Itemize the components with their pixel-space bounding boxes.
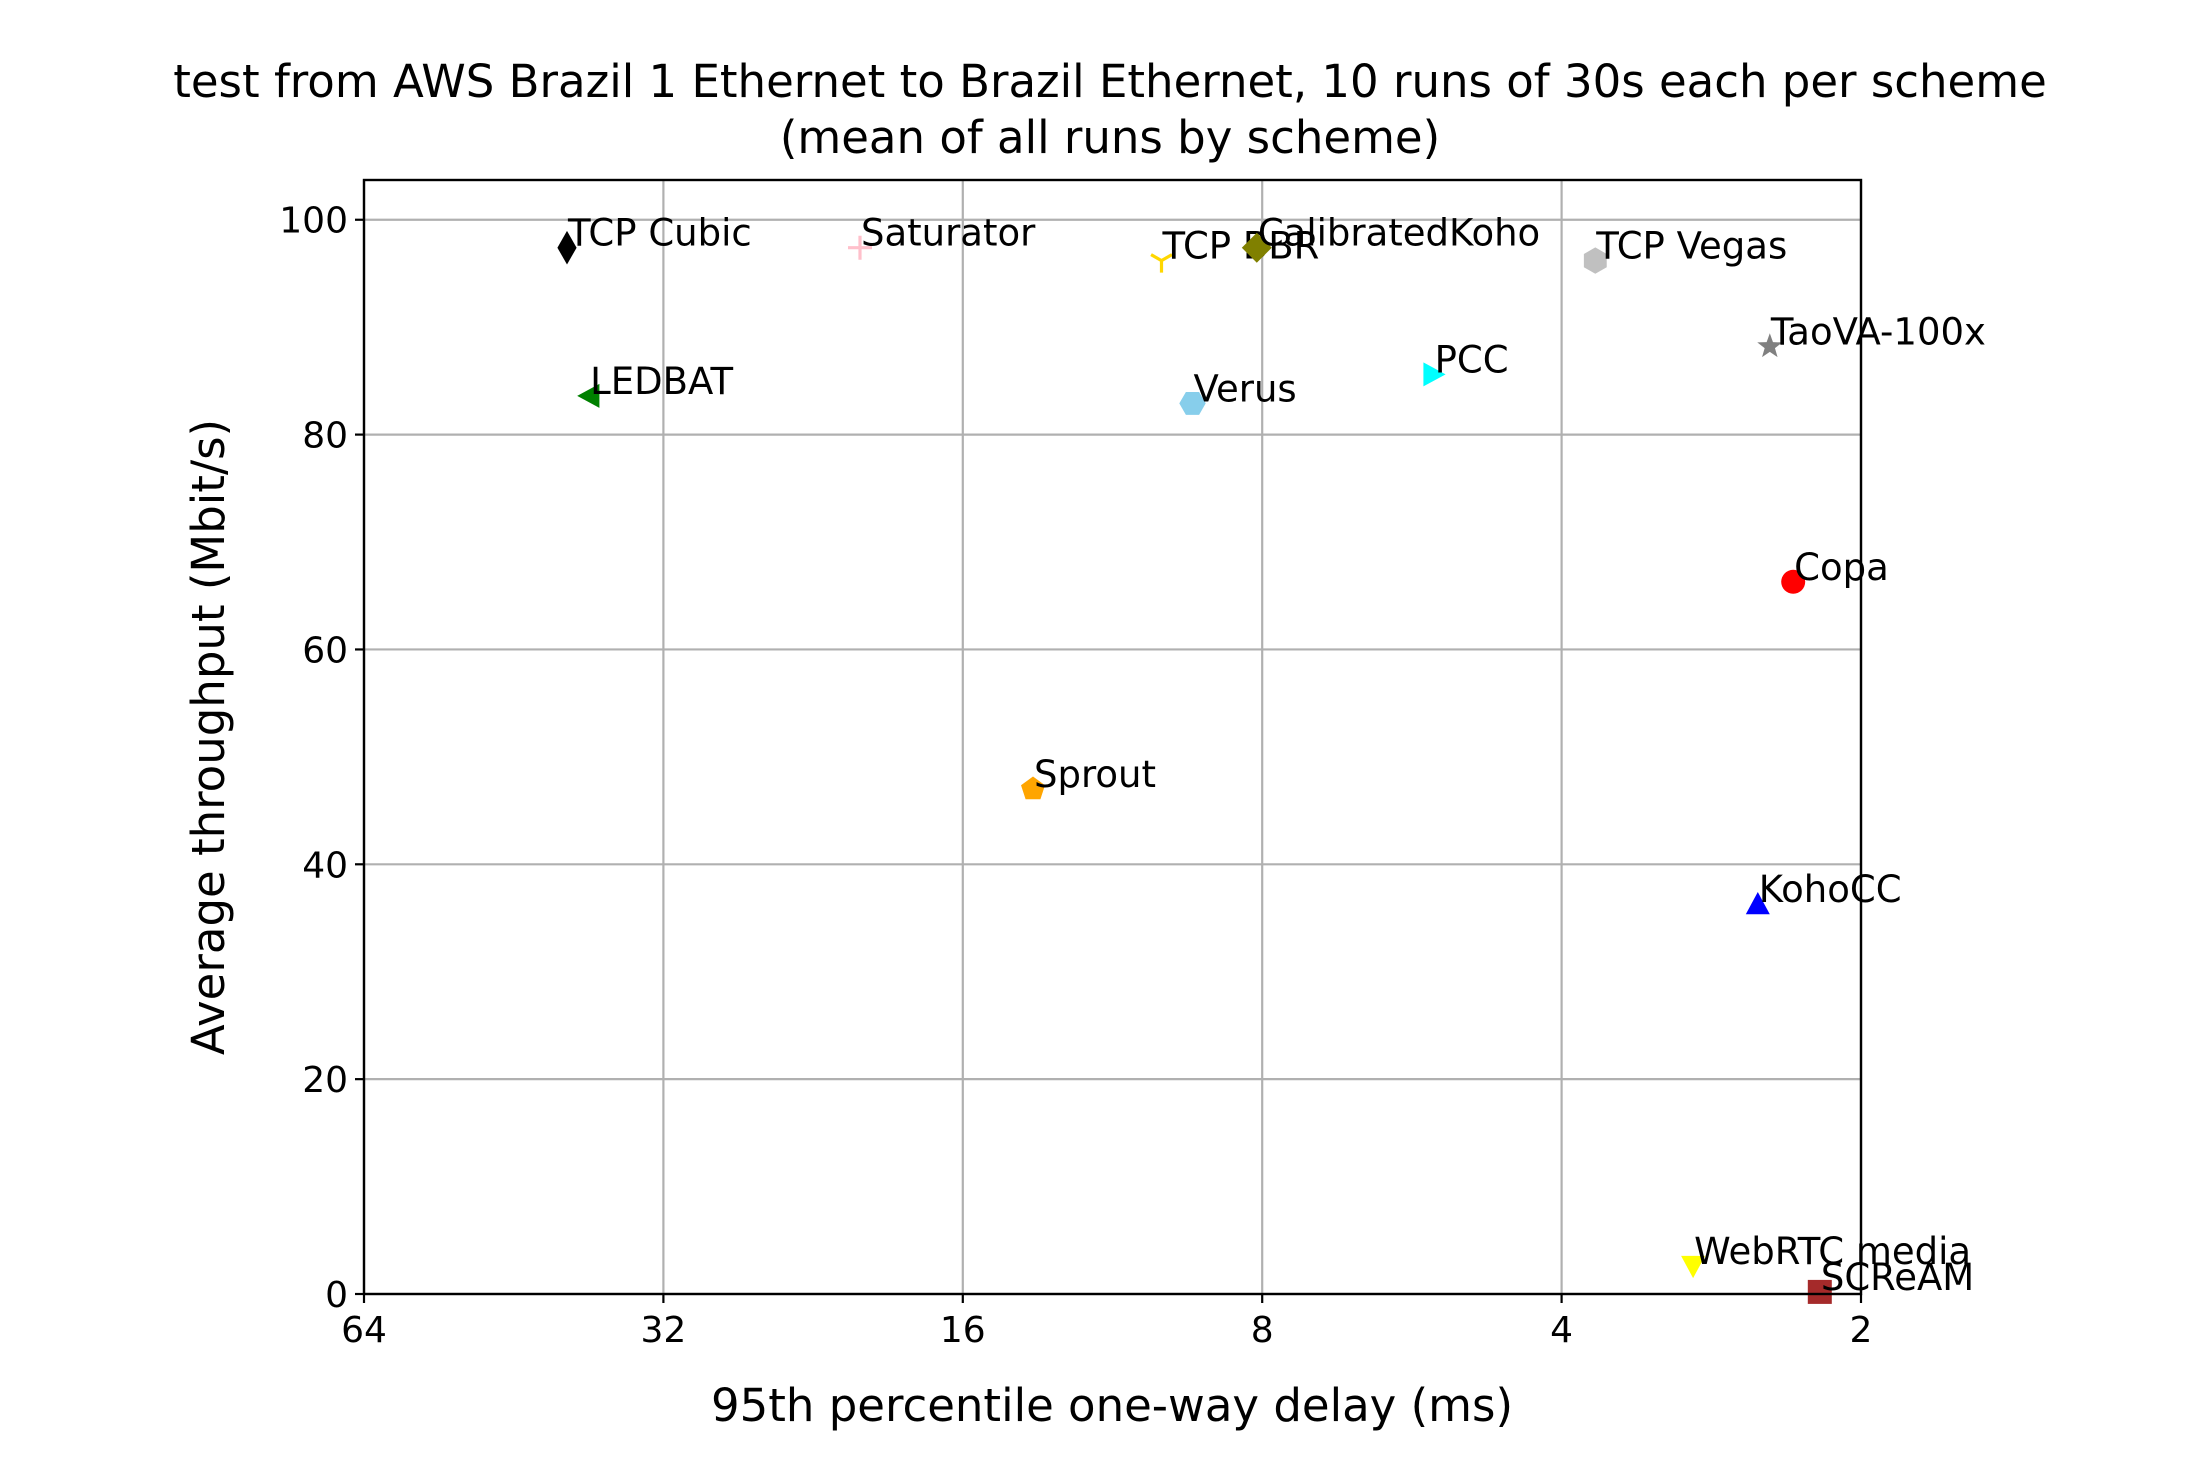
point-marker-verus [1179,391,1206,415]
x-tick-label: 64 [341,1310,387,1351]
point-marker-tcp-cubic [557,230,577,265]
point-ledbat [577,383,600,408]
x-tick-label: 2 [1850,1310,1873,1351]
x-tick-label: 32 [640,1310,686,1351]
point-label-verus: Verus [1194,367,1297,410]
y-axis-label: Average throughput (Mbit/s) [182,419,235,1055]
point-marker-pcc [1423,362,1446,387]
point-label-ledbat: LEDBAT [590,360,733,403]
point-sprout [1021,776,1045,800]
point-label-webrtc-media: WebRTC media [1694,1230,1971,1273]
point-label-scream: SCReAM [1821,1256,1974,1299]
y-tick-label: 80 [302,416,348,457]
chart-title: test from AWS Brazil 1 Ethernet to Brazi… [173,55,2047,108]
point-marker-tcp-vegas [1583,247,1607,274]
point-marker-calibratedkoho [1241,232,1272,263]
point-webrtc-media [1681,1255,1706,1279]
point-marker-scream [1807,1279,1832,1304]
point-saturator [848,235,872,260]
x-axis-label: 95th percentile one-way delay (ms) [711,1379,1513,1432]
point-copa [1781,569,1806,594]
point-label-calibratedkoho: CalibratedKoho [1258,212,1540,255]
x-tick-label: 16 [940,1310,986,1351]
point-marker-saturator [848,235,872,260]
y-tick-label: 20 [302,1060,348,1101]
y-tick-label: 0 [325,1275,348,1316]
point-pcc [1423,362,1446,387]
y-tick-label: 60 [302,630,348,671]
point-label-saturator: Saturator [861,212,1036,255]
point-tcp-cubic [557,230,577,265]
point-scream [1807,1279,1832,1304]
point-label-kohocc: KohoCC [1759,868,1902,911]
point-tcp-bbr [1150,253,1173,273]
grid [362,180,1863,1296]
point-verus [1179,391,1206,415]
plot-frame [362,178,1863,1296]
y-tick-label: 100 [279,201,348,242]
point-calibratedkoho [1241,232,1272,263]
point-label-pcc: PCC [1435,338,1509,381]
point-kohocc [1745,892,1770,915]
point-label-taova-100x: TaoVA-100x [1770,311,1986,354]
point-marker-webrtc-media [1681,1255,1706,1279]
point-marker-kohocc [1745,892,1770,915]
point-label-copa: Copa [1794,546,1889,589]
chart-subtitle: (mean of all runs by scheme) [780,111,1440,164]
point-marker-ledbat [577,383,600,408]
x-tick-label: 4 [1550,1310,1573,1351]
point-taova-100x [1757,333,1783,358]
point-marker-tcp-bbr [1150,253,1173,273]
point-marker-taova-100x [1757,333,1783,358]
y-tick-label: 40 [302,845,348,886]
point-label-tcp-bbr: TCP BBR [1162,225,1320,268]
point-tcp-vegas [1583,247,1607,274]
point-label-tcp-vegas: TCP Vegas [1595,225,1787,268]
point-label-sprout: Sprout [1034,753,1156,796]
point-label-tcp-cubic: TCP Cubic [567,212,752,255]
x-tick-label: 8 [1251,1310,1274,1351]
point-marker-copa [1781,569,1806,594]
point-marker-sprout [1021,776,1045,800]
